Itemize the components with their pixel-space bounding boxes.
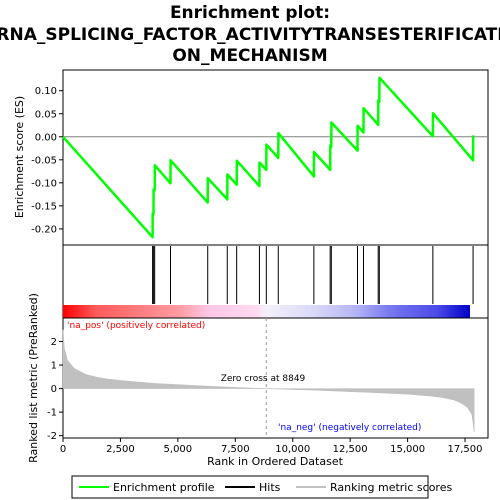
legend-metric-label: Ranking metric scores [330, 481, 452, 494]
chart-title-line-1: Enrichment plot: [170, 3, 330, 23]
metric-plot-frame [62, 317, 489, 439]
x-tick-label: 17,500 [448, 444, 483, 455]
legend-hits-label: Hits [259, 481, 281, 494]
es-y-tick-label: 0.05 [35, 109, 57, 120]
x-axis-ticks: 0 2,500 5,000 7,500 10,000 12,500 15,000 17,500 [60, 438, 483, 455]
es-curve-group [62, 76, 475, 239]
positive-correlation-label: 'na_pos' (positively correlated) [67, 321, 205, 331]
es-y-tick-label: 0.10 [35, 86, 57, 97]
x-tick-label: 7,500 [221, 444, 250, 455]
metric-y-tick-label: 1 [51, 361, 57, 372]
es-y-tick-label: 0.00 [35, 132, 57, 143]
es-y-tick-label: -0.10 [31, 178, 57, 189]
es-y-ticks: 0.10 0.05 0.00 -0.05 -0.10 -0.15 -0.20 [31, 86, 63, 235]
x-tick-label: 2,500 [106, 444, 135, 455]
x-tick-label: 15,000 [390, 444, 425, 455]
x-axis-label: Rank in Ordered Dataset [207, 455, 344, 468]
legend-enrichment-label: Enrichment profile [113, 481, 215, 494]
chart-title-line-2: RNA_SPLICING_FACTOR_ACTIVITYTRANSESTERIF… [0, 25, 500, 45]
metric-y-tick-label: -2 [47, 431, 57, 442]
es-plot-frame [62, 69, 489, 246]
es-y-tick-label: -0.15 [31, 201, 57, 212]
chart-title-line-3: ON_MECHANISM [172, 46, 327, 66]
metric-y-axis-label: Ranked list metric (PreRanked) [27, 293, 40, 463]
es-y-tick-label: -0.20 [31, 224, 57, 235]
enrichment-profile-line [62, 76, 475, 239]
x-tick-label: 0 [60, 444, 66, 455]
ranking-metric-area [62, 329, 475, 433]
ranked-list-color-bar [63, 305, 470, 318]
x-tick-label: 12,500 [333, 444, 368, 455]
es-y-tick-label: -0.05 [31, 155, 57, 166]
zero-cross-label: Zero cross at 8849 [221, 374, 306, 384]
hits-group [152, 246, 474, 304]
x-tick-label: 5,000 [164, 444, 193, 455]
metric-y-ticks: 2 1 0 -1 -2 [47, 337, 63, 442]
es-y-axis-label: Enrichment score (ES) [13, 96, 26, 218]
x-tick-label: 10,000 [275, 444, 310, 455]
metric-y-tick-label: -1 [47, 408, 57, 419]
negative-correlation-label: 'na_neg' (negatively correlated) [278, 423, 421, 433]
metric-y-tick-label: 0 [51, 384, 57, 395]
metric-area-group [62, 329, 475, 433]
metric-y-tick-label: 2 [51, 337, 57, 348]
